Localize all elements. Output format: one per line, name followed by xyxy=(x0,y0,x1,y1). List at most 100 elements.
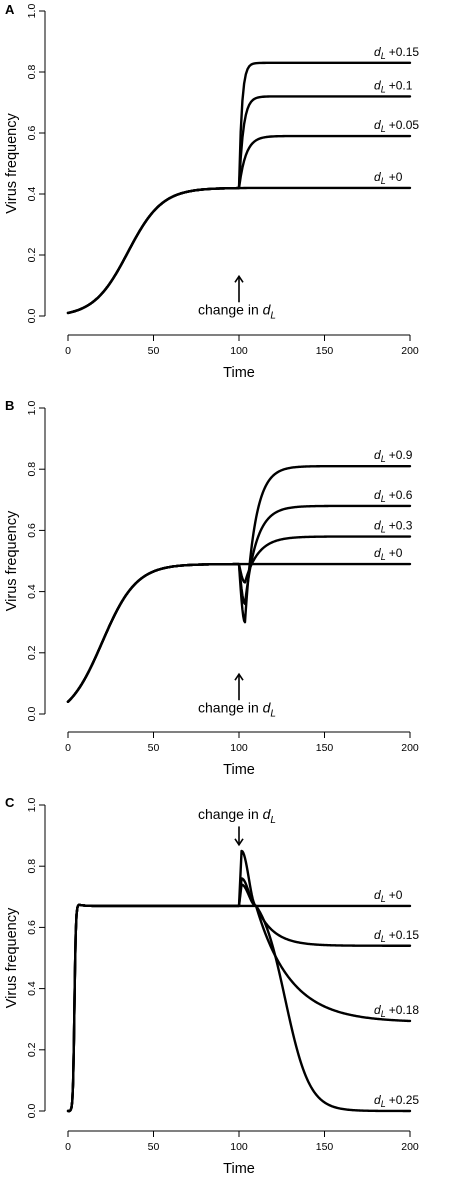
annotation-text: change in xyxy=(198,699,263,715)
series-line xyxy=(66,877,412,1113)
series-label-suffix: +0.05 xyxy=(389,118,420,132)
series-label-sub: L xyxy=(381,84,386,94)
y-tick-label: 1.0 xyxy=(26,401,38,416)
series-label: dL +0.25 xyxy=(374,1093,419,1109)
panel-b: B 0.0 0.2 0.4 0.6 0.8 1.0 Virus frequency 0 50 100… xyxy=(4,398,419,778)
series-label: dL +0.9 xyxy=(374,448,413,464)
annotation-text: change in xyxy=(198,301,263,317)
x-tick-label: 100 xyxy=(230,345,248,357)
annotation-var: d xyxy=(263,806,272,822)
y-tick-label: 0.6 xyxy=(26,126,38,141)
series-label-suffix: +0.18 xyxy=(389,1003,420,1017)
y-tick-label: 0.0 xyxy=(26,309,38,324)
x-tick-label: 50 xyxy=(148,345,160,357)
series-label-var: d xyxy=(374,519,381,533)
change-annotation: change in dL xyxy=(198,301,276,321)
y-tick-label: 0.0 xyxy=(26,1104,38,1119)
series-label-var: d xyxy=(374,488,381,502)
y-tick-label: 0.8 xyxy=(26,462,38,477)
panel-c: C 0.0 0.2 0.4 0.6 0.8 1.0 Virus frequency 0 50 100… xyxy=(4,795,419,1177)
arrow-head xyxy=(234,672,244,681)
y-tick-label: 0.4 xyxy=(26,187,38,202)
series-label-suffix: +0 xyxy=(389,170,403,184)
x-tick-label: 200 xyxy=(401,742,419,754)
y-tick-label: 0.8 xyxy=(26,859,38,874)
series-label: dL +0.15 xyxy=(374,45,419,61)
series-label: dL +0 xyxy=(374,170,403,186)
series-label-suffix: +0 xyxy=(389,546,403,560)
y-tick-label: 0.2 xyxy=(26,1042,38,1057)
series-label-sub: L xyxy=(381,934,386,944)
x-tick-label: 150 xyxy=(316,742,334,754)
y-tick-label: 0.6 xyxy=(26,523,38,538)
y-axis-title: Virus frequency xyxy=(4,907,20,1008)
x-axis-title: Time xyxy=(223,365,255,381)
arrow-head xyxy=(234,274,244,283)
series-label-sub: L xyxy=(381,1099,386,1109)
series-line xyxy=(66,849,412,1113)
series-label-suffix: +0 xyxy=(389,888,403,902)
annotation-sub: L xyxy=(270,708,276,719)
series-line xyxy=(66,562,412,703)
series-label-suffix: +0.1 xyxy=(389,78,413,92)
series-label: dL +0 xyxy=(374,888,403,904)
y-tick-label: 0.2 xyxy=(26,645,38,660)
series-label: dL +0.18 xyxy=(374,1003,419,1019)
series-label-suffix: +0.15 xyxy=(389,928,420,942)
series-label-suffix: +0.25 xyxy=(389,1093,420,1107)
series-label-var: d xyxy=(374,888,381,902)
series-label-sub: L xyxy=(381,51,386,61)
panel-letter: B xyxy=(5,398,14,413)
series-label-sub: L xyxy=(381,454,386,464)
y-axis-title: Virus frequency xyxy=(4,510,20,611)
annotation-text: change in xyxy=(198,806,263,822)
series-label-var: d xyxy=(374,448,381,462)
panel-a: A 0.0 0.2 0.4 0.6 0.8 1.0 Virus frequency 0 50 100… xyxy=(4,2,419,381)
arrow-head xyxy=(234,838,244,847)
x-tick-label: 200 xyxy=(401,1141,419,1153)
series-line xyxy=(66,186,412,315)
panel-letter: A xyxy=(5,2,15,17)
y-tick-label: 1.0 xyxy=(26,798,38,813)
y-tick-label: 0.4 xyxy=(26,981,38,996)
x-tick-label: 0 xyxy=(65,742,71,754)
x-tick-label: 100 xyxy=(230,1141,248,1153)
x-tick-label: 50 xyxy=(148,1141,160,1153)
series-label-var: d xyxy=(374,1093,381,1107)
y-tick-label: 0.6 xyxy=(26,920,38,935)
series-label-sub: L xyxy=(381,494,386,504)
x-tick-label: 150 xyxy=(316,1141,334,1153)
y-tick-label: 1.0 xyxy=(26,4,38,19)
x-tick-label: 0 xyxy=(65,345,71,357)
series-line xyxy=(66,903,412,1113)
series-label-suffix: +0.3 xyxy=(389,519,413,533)
series-label: dL +0.3 xyxy=(374,519,413,535)
x-axis-title: Time xyxy=(223,762,255,778)
series-line xyxy=(66,464,412,703)
y-tick-label: 0.4 xyxy=(26,584,38,599)
change-annotation: change in dL xyxy=(198,699,276,719)
series-label-var: d xyxy=(374,1003,381,1017)
series-label-sub: L xyxy=(381,124,386,134)
y-axis-title: Virus frequency xyxy=(4,113,20,214)
series-label-sub: L xyxy=(381,176,386,186)
x-tick-label: 100 xyxy=(230,742,248,754)
series-label: dL +0.15 xyxy=(374,928,419,944)
y-tick-label: 0.0 xyxy=(26,707,38,722)
series-label-var: d xyxy=(374,45,381,59)
series-label-var: d xyxy=(374,170,381,184)
series-label: dL +0.05 xyxy=(374,118,419,134)
series-label-var: d xyxy=(374,546,381,560)
series-label-suffix: +0.9 xyxy=(389,448,413,462)
series-label: dL +0 xyxy=(374,546,403,562)
y-tick-label: 0.2 xyxy=(26,248,38,263)
annotation-sub: L xyxy=(270,815,276,826)
annotation-var: d xyxy=(263,301,272,317)
x-tick-label: 150 xyxy=(316,345,334,357)
x-tick-label: 0 xyxy=(65,1141,71,1153)
series-label-sub: L xyxy=(381,525,386,535)
series-label-var: d xyxy=(374,928,381,942)
series-label-suffix: +0.15 xyxy=(389,45,420,59)
series-label: dL +0.1 xyxy=(374,78,413,94)
